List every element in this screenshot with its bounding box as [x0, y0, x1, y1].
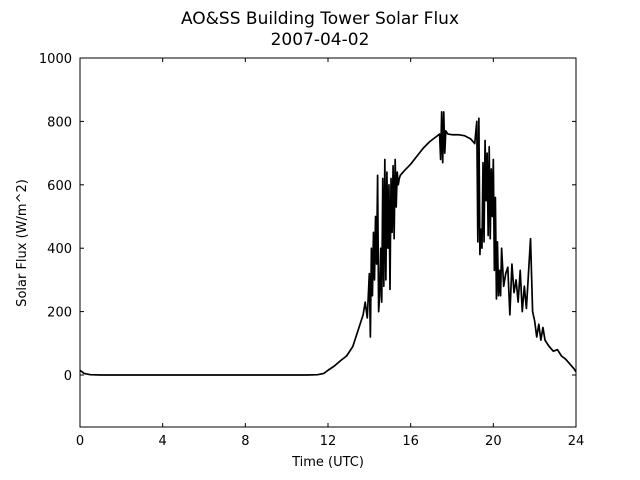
x-tick-label: 12 — [320, 434, 337, 449]
y-tick-label: 1000 — [39, 52, 72, 67]
x-tick-label: 16 — [402, 434, 419, 449]
y-tick-label: 800 — [47, 115, 72, 130]
y-tick-label: 0 — [64, 369, 72, 384]
plot-frame — [79, 57, 577, 428]
y-tick-label: 600 — [47, 179, 72, 194]
x-tick-label: 0 — [76, 434, 84, 449]
x-tick-label: 4 — [159, 434, 167, 449]
x-axis-label: Time (UTC) — [291, 455, 364, 470]
x-tick-label: 20 — [485, 434, 502, 449]
data-line — [79, 111, 577, 376]
chart-subtitle: 2007-04-02 — [271, 30, 370, 50]
y-tick-label: 400 — [47, 242, 72, 257]
x-tick-label: 8 — [241, 434, 249, 449]
chart-title: AO&SS Building Tower Solar Flux — [181, 9, 459, 29]
y-axis-label: Solar Flux (W/m^2) — [15, 179, 30, 307]
x-tick-label: 24 — [568, 434, 585, 449]
y-tick-label: 200 — [47, 306, 72, 321]
